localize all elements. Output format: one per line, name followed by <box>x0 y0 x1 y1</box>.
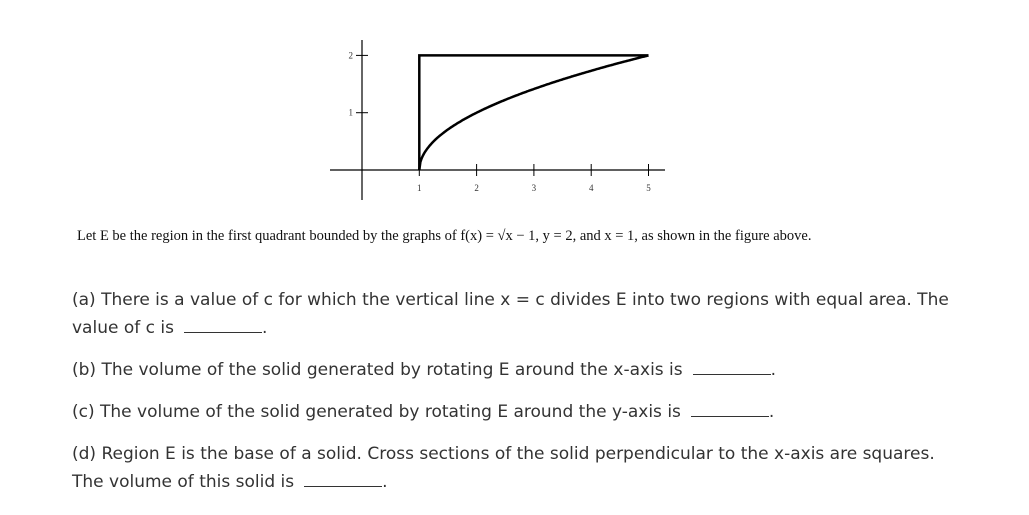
boundary <box>418 54 649 170</box>
x-tick-label: 1 <box>417 183 422 193</box>
period: . <box>382 472 388 492</box>
question: (d) Region E is the base of a solid. Cro… <box>72 440 952 496</box>
x-tick-label: 2 <box>474 183 479 193</box>
answer-blank <box>183 318 262 333</box>
y-tick-label: 2 <box>349 50 354 60</box>
answer-blank <box>304 472 383 487</box>
answer-blank <box>690 402 769 417</box>
figure: 1 2 3 4 5 1 2 <box>330 40 665 200</box>
question-text: (c) The volume of the solid generated by… <box>72 402 681 422</box>
question-text: (d) Region E is the base of a solid. Cro… <box>72 444 935 492</box>
period: . <box>770 360 777 380</box>
period: . <box>261 318 268 338</box>
x-tick-label: 5 <box>646 183 651 193</box>
y-tick-label: 1 <box>349 108 354 118</box>
period: . <box>768 402 775 422</box>
x-tick-label: 4 <box>589 183 594 193</box>
caption: Let E be the region in the first quadran… <box>77 228 812 244</box>
answer-blank <box>692 360 771 375</box>
question: (c) The volume of the solid generated by… <box>72 398 952 426</box>
question: (b) The volume of the solid generated by… <box>72 356 952 384</box>
question-text: (b) The volume of the solid generated by… <box>72 360 683 380</box>
questions: (a) There is a value of c for which the … <box>72 286 952 510</box>
question: (a) There is a value of c for which the … <box>72 286 952 342</box>
x-tick-label: 3 <box>532 183 537 193</box>
question-text: (a) There is a value of c for which the … <box>72 290 949 338</box>
curve <box>418 54 649 171</box>
